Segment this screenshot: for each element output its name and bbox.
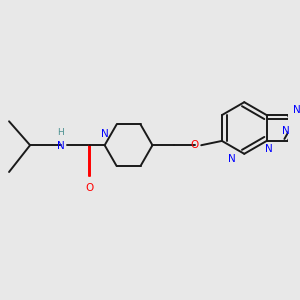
Text: H: H (57, 128, 64, 137)
Text: N: N (228, 154, 236, 164)
Text: N: N (57, 141, 64, 151)
Text: N: N (265, 144, 272, 154)
Text: O: O (85, 183, 94, 193)
Text: N: N (282, 126, 290, 136)
Text: O: O (190, 140, 199, 150)
Text: N: N (101, 129, 109, 139)
Text: N: N (293, 105, 300, 115)
